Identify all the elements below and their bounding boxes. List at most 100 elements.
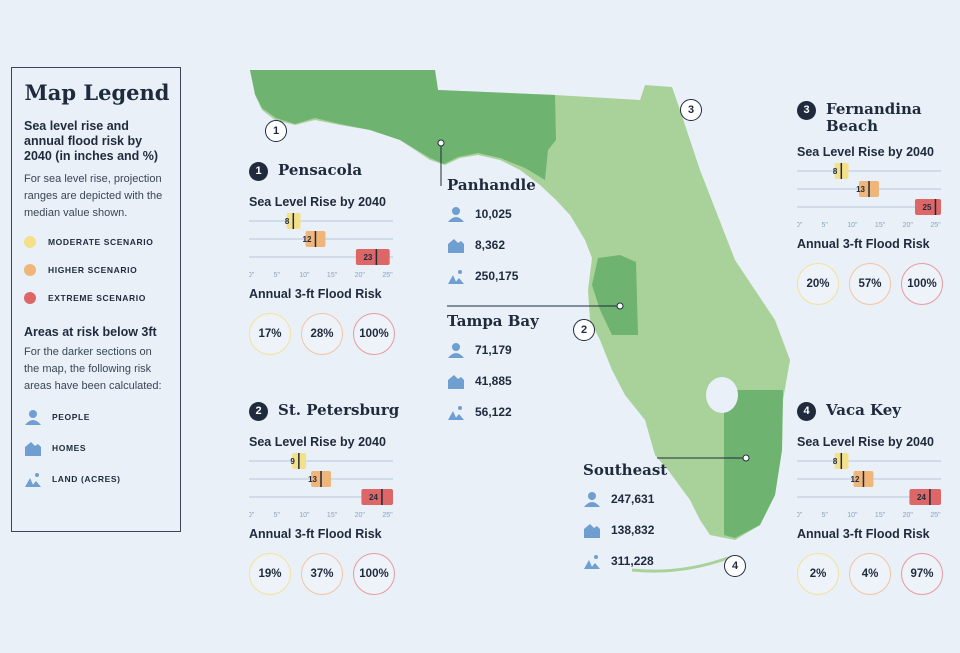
flood-higher: 28% (301, 313, 343, 355)
city-stpete: 2 St. Petersburg Sea Level Rise by 2040 9… (248, 401, 409, 595)
slr-axis-tick: 5" (273, 512, 280, 519)
southeast-homes: 138,832 (583, 514, 667, 545)
slr-chart-svg: 8 12 23 0" 5" 10" 15" 20" 25" (248, 213, 393, 279)
land-icon (584, 554, 600, 569)
map-pin-3: 3 (680, 99, 702, 121)
southeast-leader-dot (742, 454, 750, 462)
slr-axis-tick: 15" (327, 512, 338, 519)
slr-axis-tick: 25" (382, 512, 393, 519)
city-fernandina: 3 Fernandina Beach Sea Level Rise by 2040… (796, 101, 957, 305)
panhandle-homes: 8,362 (447, 229, 536, 260)
slr-range-bar (355, 249, 390, 265)
southeast-risk-area (724, 390, 783, 538)
slr-range-bar (909, 489, 941, 505)
people-icon (448, 342, 464, 358)
map-pin-2: 2 (573, 319, 595, 341)
flood-extreme: 100% (901, 263, 943, 305)
legend-land: LAND (ACRES) (24, 463, 170, 494)
slr-axis-tick: 0" (249, 512, 255, 519)
legend-title: Map Legend (24, 80, 170, 105)
tampa-land-value: 56,122 (475, 404, 512, 419)
legend-people: PEOPLE (24, 401, 170, 432)
land-icon (25, 472, 41, 487)
legend-homes-label: HOMES (52, 442, 87, 453)
region-southeast-name: Southeast (583, 461, 668, 479)
flood-higher: 37% (301, 553, 343, 595)
slr-axis-tick: 0" (249, 272, 255, 279)
homes-icon (584, 523, 600, 538)
slr-axis-tick: 10" (847, 222, 858, 229)
slr-value-label: 24 (917, 493, 926, 502)
slr-axis-tick: 15" (875, 222, 886, 229)
map-pin-1: 1 (265, 120, 287, 142)
city-number-badge: 1 (249, 162, 268, 181)
slr-chart-svg: 9 13 24 0" 5" 10" 15" 20" 25" (248, 453, 393, 519)
slr-chart: 8 12 23 0" 5" 10" 15" 20" 25" (248, 213, 399, 281)
legend-higher: HIGHER SCENARIO (24, 256, 170, 284)
slr-value-label: 24 (369, 493, 378, 502)
legend-subtitle: Sea level rise and annual flood risk by … (24, 119, 159, 163)
flood-moderate: 20% (797, 263, 839, 305)
slr-axis-tick: 5" (821, 222, 828, 229)
region-panhandle-name: Panhandle (447, 176, 536, 194)
slr-axis-tick: 10" (299, 272, 310, 279)
moderate-dot-icon (24, 236, 36, 248)
city-number-badge: 2 (249, 402, 268, 421)
city-vaca-key: 4 Vaca Key Sea Level Rise by 2040 8 12 24 0"… (796, 402, 957, 595)
city-name: St. Petersburg (278, 401, 400, 419)
slr-range-bar (914, 199, 941, 215)
slr-value-label: 8 (285, 217, 290, 226)
slr-axis-tick: 25" (930, 512, 941, 519)
tampa-people: 71,179 (447, 334, 539, 365)
flood-moderate: 2% (797, 553, 839, 595)
florida-keys (631, 556, 729, 573)
slr-chart: 9 13 24 0" 5" 10" 15" 20" 25" (248, 453, 399, 521)
legend-moderate-label: MODERATE SCENARIO (48, 237, 154, 247)
legend-areas-title: Areas at risk below 3ft (24, 325, 157, 339)
slr-title: Sea Level Rise by 2040 (249, 435, 386, 449)
slr-axis-tick: 20" (355, 512, 366, 519)
slr-axis-tick: 10" (299, 512, 310, 519)
city-number-badge: 4 (797, 402, 816, 421)
slr-axis-tick: 15" (875, 512, 886, 519)
homes-icon (448, 374, 464, 389)
people-icon (584, 491, 600, 507)
slr-axis-tick: 20" (355, 272, 366, 279)
southeast-people-value: 247,631 (611, 491, 655, 506)
legend-extreme: EXTREME SCENARIO (24, 284, 170, 312)
tampa-homes: 41,885 (447, 365, 539, 396)
city-number-badge: 3 (797, 101, 816, 120)
tampa-people-value: 71,179 (475, 342, 512, 357)
slr-value-label: 12 (851, 475, 860, 484)
slr-value-label: 25 (923, 203, 932, 212)
florida-state-shape (250, 70, 790, 540)
flood-risk-title: Annual 3-ft Flood Risk (249, 527, 382, 541)
southeast-homes-value: 138,832 (611, 522, 655, 537)
slr-value-label: 8 (833, 167, 838, 176)
legend-note: For sea level rise, projection ranges ar… (24, 173, 163, 219)
lake-okeechobee (706, 377, 738, 413)
legend-people-label: PEOPLE (52, 411, 91, 422)
flood-moderate: 19% (249, 553, 291, 595)
people-icon (448, 206, 464, 222)
flood-higher: 57% (849, 263, 891, 305)
panhandle-land: 250,175 (447, 260, 536, 291)
slr-axis-tick: 15" (327, 272, 338, 279)
region-tampa-name: Tampa Bay (447, 312, 539, 330)
city-name: Pensacola (278, 161, 363, 179)
tampa-leader-dot (616, 302, 624, 310)
legend-extreme-label: EXTREME SCENARIO (48, 293, 146, 303)
panhandle-risk-area (250, 70, 556, 180)
tampa-risk-area (592, 255, 638, 335)
higher-dot-icon (24, 264, 36, 276)
slr-value-label: 23 (363, 253, 372, 262)
southeast-land: 311,228 (583, 545, 667, 576)
flood-higher: 4% (849, 553, 891, 595)
flood-moderate: 17% (249, 313, 291, 355)
slr-axis-tick: 0" (797, 222, 803, 229)
flood-risk-title: Annual 3-ft Flood Risk (797, 237, 930, 251)
slr-axis-tick: 20" (903, 222, 914, 229)
slr-chart-svg: 8 13 25 0" 5" 10" 15" 20" 25" (796, 163, 941, 229)
region-southeast: Southeast 247,631 138,832 311,228 (583, 461, 667, 576)
